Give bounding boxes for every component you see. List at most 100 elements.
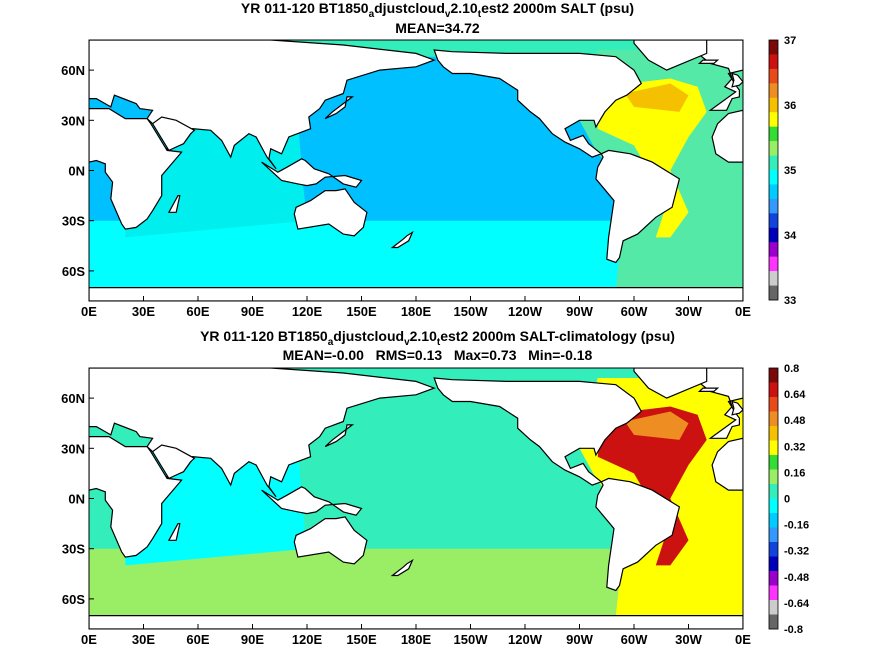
x-tick-label: 120E bbox=[292, 632, 323, 647]
colorbar-label: 36 bbox=[784, 100, 796, 112]
colorbar-swatch bbox=[769, 83, 778, 99]
x-tick-label: 60E bbox=[186, 304, 209, 319]
colorbar-swatch bbox=[769, 227, 778, 243]
x-tick-label: 120W bbox=[508, 304, 543, 319]
land-japan bbox=[324, 96, 355, 120]
colorbar-swatch bbox=[769, 585, 778, 601]
colorbar-swatch bbox=[769, 556, 778, 572]
x-tick-label: 90W bbox=[566, 304, 593, 319]
atlantic-core-field bbox=[624, 83, 689, 112]
x-tick-label: 0E bbox=[735, 632, 751, 647]
land-samerica bbox=[595, 149, 681, 264]
colorbar-swatch bbox=[769, 256, 778, 272]
colorbar-label: -0.8 bbox=[784, 624, 803, 636]
colorbar-swatch bbox=[769, 542, 778, 557]
colorbar-swatch bbox=[769, 126, 778, 142]
x-tick-label: 120W bbox=[508, 632, 543, 647]
land-arabia bbox=[151, 444, 196, 480]
x-tick-label: 30W bbox=[675, 304, 702, 319]
colorbar-swatch bbox=[769, 455, 778, 470]
colorbar-swatch bbox=[769, 198, 778, 214]
land-greenland bbox=[633, 40, 708, 71]
colorbar-label: 0.32 bbox=[784, 441, 805, 453]
x-tick-label: 90E bbox=[241, 632, 264, 647]
land-greenland bbox=[633, 368, 708, 399]
colorbar-label: -0.64 bbox=[784, 598, 810, 610]
x-tick-label: 0E bbox=[81, 632, 97, 647]
x-tick-label: 150E bbox=[346, 304, 377, 319]
colorbar-swatch bbox=[769, 397, 778, 412]
y-tick-label: 0N bbox=[68, 164, 85, 179]
panel-salt-climatology: YR 011-120 BT1850adjustcloudv2.10test2 2… bbox=[0, 328, 875, 656]
x-tick-label: 120E bbox=[292, 304, 323, 319]
colorbar-swatch bbox=[769, 213, 778, 229]
land-madagascar bbox=[167, 523, 181, 541]
colorbar-swatch bbox=[769, 440, 778, 456]
x-tick-label: 90E bbox=[241, 304, 264, 319]
land-europeW bbox=[696, 40, 743, 111]
x-tick-label: 30E bbox=[132, 304, 155, 319]
y-tick-label: 60N bbox=[61, 63, 85, 78]
colorbar-swatch bbox=[769, 155, 778, 171]
colorbar-label: 0.64 bbox=[784, 389, 806, 401]
colorbar-label: 33 bbox=[784, 295, 796, 307]
x-tick-label: 60W bbox=[621, 304, 648, 319]
colorbar-label: 35 bbox=[784, 165, 796, 177]
colorbar-swatch bbox=[769, 285, 778, 301]
x-tick-label: 180E bbox=[401, 304, 432, 319]
x-tick-label: 150W bbox=[454, 632, 489, 647]
land-uk bbox=[731, 72, 743, 88]
panel-stats: MEAN=34.72 bbox=[395, 20, 480, 36]
x-tick-label: 0E bbox=[81, 304, 97, 319]
colorbar-swatch bbox=[769, 271, 778, 286]
colorbar-label: -0.16 bbox=[784, 520, 809, 532]
land-namerica bbox=[433, 49, 643, 158]
land-uk bbox=[731, 400, 743, 416]
colorbar-swatch bbox=[769, 600, 778, 615]
y-tick-label: 60S bbox=[62, 264, 85, 279]
land-australia bbox=[293, 188, 368, 237]
y-tick-label: 60N bbox=[61, 391, 85, 406]
colorbar-label: 0.48 bbox=[784, 415, 805, 427]
colorbar-label: 37 bbox=[784, 35, 796, 47]
colorbar-swatch bbox=[769, 141, 778, 156]
colorbar-frame bbox=[768, 39, 779, 301]
land-indonesia bbox=[261, 486, 363, 516]
colorbar-label: 0 bbox=[784, 494, 790, 506]
colorbar-swatch bbox=[769, 614, 778, 630]
colorbar-swatch bbox=[769, 368, 778, 383]
land-africa bbox=[89, 436, 183, 558]
atlantic-high-field bbox=[597, 78, 707, 238]
x-tick-label: 90W bbox=[566, 632, 593, 647]
colorbar-swatch bbox=[769, 242, 778, 257]
colorbar-swatch bbox=[769, 68, 778, 84]
y-tick-label: 30S bbox=[62, 214, 85, 229]
y-tick-label: 30N bbox=[61, 113, 85, 128]
x-tick-label: 150E bbox=[346, 632, 377, 647]
colorbar-label: 0.16 bbox=[784, 467, 805, 479]
land-namerica bbox=[433, 377, 643, 486]
colorbar-swatch bbox=[769, 513, 778, 528]
panel-stats: MEAN=-0.00 RMS=0.13 Max=0.73 Min=-0.18 bbox=[282, 347, 593, 363]
colorbar-swatch bbox=[769, 498, 778, 514]
atlantic-core-field bbox=[624, 411, 689, 440]
map-panel: 0E 30E 60E 90E 120E 150E 180E 150W 120W 90W 60W 30W… bbox=[61, 363, 810, 647]
colorbar-label: -0.32 bbox=[784, 546, 809, 558]
land-nz bbox=[390, 230, 414, 249]
colorbar-swatch bbox=[769, 411, 778, 427]
colorbar-swatch bbox=[769, 527, 778, 543]
colorbar-swatch bbox=[769, 484, 778, 499]
x-tick-label: 60W bbox=[621, 632, 648, 647]
land-africaW bbox=[711, 437, 743, 491]
colorbar-swatch bbox=[769, 382, 778, 398]
land-australia bbox=[293, 516, 368, 565]
x-tick-label: 150W bbox=[454, 304, 489, 319]
southern-ocean-field bbox=[89, 220, 743, 291]
panel-title: YR 011-120 BT1850adjustcloudv2.10test2 2… bbox=[200, 328, 675, 348]
land-nz bbox=[390, 558, 414, 577]
map-field bbox=[89, 40, 743, 301]
atlantic-high-field bbox=[597, 406, 707, 566]
colorbar-swatch bbox=[769, 571, 778, 586]
x-tick-label: 30E bbox=[132, 632, 155, 647]
y-tick-label: 30N bbox=[61, 441, 85, 456]
